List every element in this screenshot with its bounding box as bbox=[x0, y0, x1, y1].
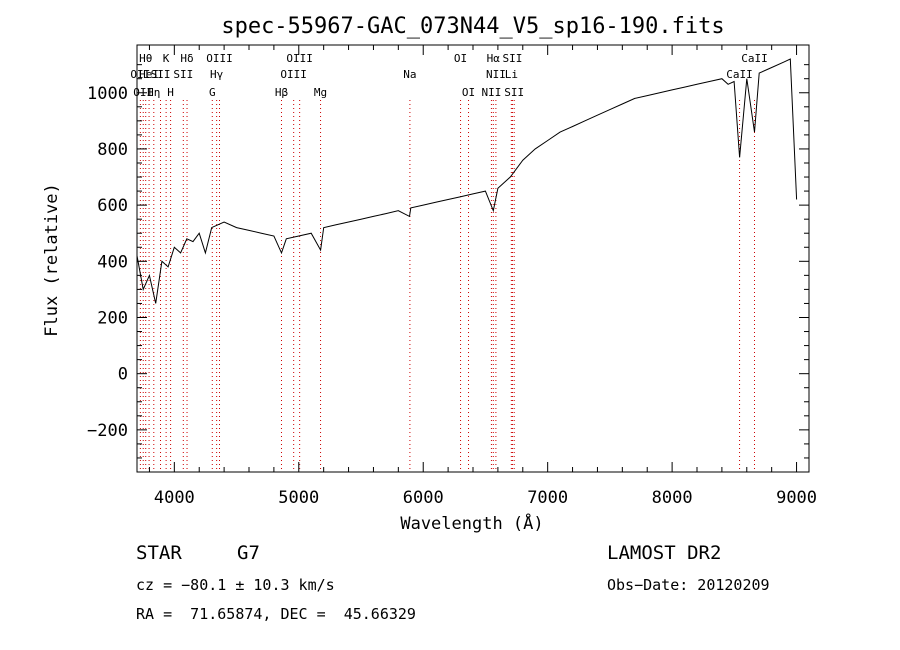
line-marker-label: Na bbox=[403, 68, 416, 81]
line-marker-label: CaII bbox=[726, 68, 753, 81]
line-marker-label: Li bbox=[505, 68, 518, 81]
line-marker-label: H bbox=[167, 86, 174, 99]
line-marker-label: OIII bbox=[280, 68, 307, 81]
x-axis: 4000 5000 6000 7000 8000 9000 bbox=[148, 45, 817, 508]
survey-name: LAMOST DR2 bbox=[607, 542, 722, 564]
y-tick-label: 0 bbox=[118, 365, 128, 385]
line-marker-label: K bbox=[163, 52, 170, 65]
line-marker-label: OIII bbox=[206, 52, 233, 65]
line-marker-label: SII bbox=[504, 86, 524, 99]
y-tick-label: 600 bbox=[97, 196, 128, 216]
spectral-subclass: G7 bbox=[237, 542, 260, 564]
line-marker-label: Hγ bbox=[210, 68, 224, 81]
y-tick-label: 400 bbox=[97, 252, 128, 272]
object-type: STAR bbox=[136, 542, 182, 564]
line-markers: OIIOIIHθHeIHηSIIKHSIIHδGHγOIIIHβOIIIOIII… bbox=[130, 52, 768, 472]
x-tick-label: 5000 bbox=[278, 488, 319, 508]
line-marker-label: OI bbox=[462, 86, 475, 99]
x-tick-label: 4000 bbox=[154, 488, 195, 508]
spectrum-line bbox=[136, 58, 798, 304]
x-tick-label: 6000 bbox=[403, 488, 444, 508]
x-tick-label: 7000 bbox=[527, 488, 568, 508]
plot-frame bbox=[136, 44, 810, 473]
line-marker-label: SII bbox=[503, 52, 523, 65]
y-axis-label: Flux (relative) bbox=[42, 183, 62, 337]
x-tick-label: 8000 bbox=[652, 488, 693, 508]
y-tick-label: 1000 bbox=[87, 84, 128, 104]
line-marker-label: SII bbox=[173, 68, 193, 81]
line-marker-label: CaII bbox=[741, 52, 768, 65]
line-marker-label: G bbox=[209, 86, 216, 99]
line-marker-label: Mg bbox=[314, 86, 327, 99]
y-axis: −200 0 200 400 600 800 1000 bbox=[87, 64, 809, 459]
redshift-velocity: cz = −80.1 ± 10.3 km/s bbox=[136, 576, 335, 594]
line-marker-label: OII bbox=[130, 68, 150, 81]
line-marker-label: Hη bbox=[147, 86, 160, 99]
line-marker-label: NII bbox=[486, 68, 506, 81]
line-marker-label: SII bbox=[151, 68, 171, 81]
x-tick-label: 9000 bbox=[776, 488, 817, 508]
y-tick-label: 200 bbox=[97, 308, 128, 328]
line-marker-label: Hβ bbox=[275, 86, 289, 99]
x-axis-label: Wavelength (Å) bbox=[400, 512, 543, 534]
line-marker-label: NII bbox=[481, 86, 501, 99]
y-tick-label: 800 bbox=[97, 140, 128, 160]
observation-date: Obs−Date: 20120209 bbox=[607, 576, 770, 594]
line-marker-label: OIII bbox=[286, 52, 313, 65]
line-marker-label: OI bbox=[454, 52, 467, 65]
chart-title: spec-55967-GAC_073N44_V5_sp16-190.fits bbox=[221, 14, 724, 39]
coordinates: RA = 71.65874, DEC = 45.66329 bbox=[136, 605, 416, 623]
line-marker-label: Hδ bbox=[180, 52, 193, 65]
line-marker-label: HeI bbox=[139, 68, 159, 81]
line-marker-label: Hθ bbox=[139, 52, 152, 65]
y-tick-label: −200 bbox=[87, 421, 128, 441]
line-marker-label: Hα bbox=[487, 52, 501, 65]
